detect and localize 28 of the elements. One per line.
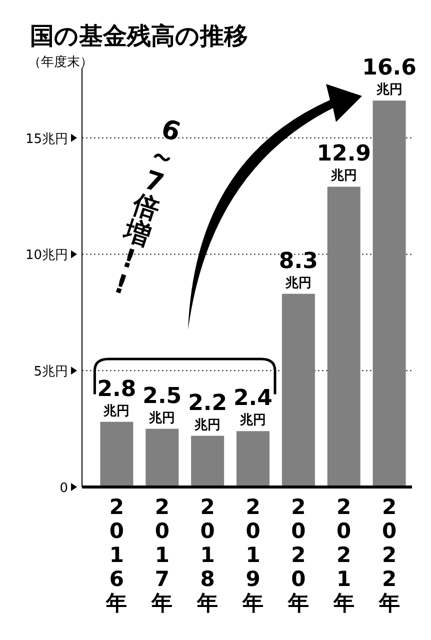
x-tick-label: 2022年 [378,495,400,615]
x-tick-label: 2021年 [332,495,354,615]
chart-subtitle: （年度末） [28,54,93,70]
data-label: 12.9 兆円 [316,142,371,184]
y-tick-label: 5兆円 [34,364,68,380]
data-label: 8.3 兆円 [278,248,318,291]
x-tick-label: 2019年 [242,495,264,615]
data-label: 2.4 兆円 [234,386,272,428]
bar [146,428,179,487]
data-label: 16.6 兆円 [362,56,416,98]
data-label: 2.2 兆円 [188,390,228,433]
x-tick-label: 2020年 [286,495,309,615]
bar [100,422,134,487]
bar [282,294,315,487]
y-tick-label: 0 [60,481,68,496]
chart-title: 国の基金残高の推移 [30,22,248,50]
x-tick-label: 2018年 [196,495,218,615]
bar [327,186,360,487]
bar [191,436,224,487]
x-tick-label: 2016年 [105,495,128,615]
data-label: 2.8 兆円 [97,376,136,419]
x-tick-label: 2017年 [150,495,173,615]
annotation: 6～7倍増!! [110,114,184,302]
y-tick-label: 10兆円 [25,248,68,264]
y-tick-label: 15兆円 [25,132,68,147]
data-label: 2.5 兆円 [142,384,182,426]
bar [372,100,406,487]
bar [236,431,270,487]
